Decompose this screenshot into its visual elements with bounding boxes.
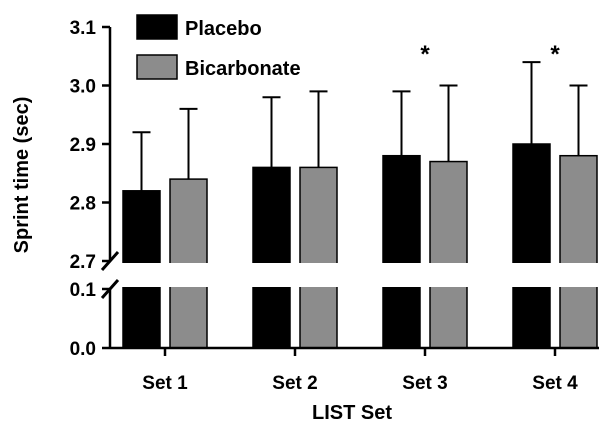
y-tick-label-3.0: 3.0 bbox=[70, 77, 96, 98]
x-tick-label-3: Set 3 bbox=[402, 373, 447, 394]
legend-swatch-placebo bbox=[136, 14, 178, 40]
x-tick-label-4: Set 4 bbox=[532, 373, 578, 394]
bar-placebo-2 bbox=[252, 166, 291, 349]
axis-break-gap bbox=[85, 263, 599, 287]
significance-marker-1: * bbox=[420, 41, 430, 68]
bar-placebo-4 bbox=[512, 143, 551, 349]
legend-label-bicarbonate: Bicarbonate bbox=[185, 58, 301, 80]
y-axis-title: Sprint time (sec) bbox=[11, 97, 33, 254]
y-tick-label-2.9: 2.9 bbox=[70, 135, 96, 156]
y-tick-label-0.1: 0.1 bbox=[70, 280, 97, 301]
significance-marker-2: * bbox=[550, 41, 560, 68]
y-tick-label-2.8: 2.8 bbox=[70, 194, 96, 215]
x-tick-label-2: Set 2 bbox=[272, 373, 317, 394]
bar-bicarbonate-3 bbox=[429, 160, 468, 349]
bars-group bbox=[85, 61, 599, 349]
x-tick-label-1: Set 1 bbox=[142, 373, 188, 394]
y-tick-label-3.1: 3.1 bbox=[70, 18, 97, 39]
legend-swatch-bicarbonate bbox=[136, 54, 178, 80]
legend-label-placebo: Placebo bbox=[185, 18, 262, 40]
x-axis-title: LIST Set bbox=[312, 402, 392, 424]
y-tick-label-0.0: 0.0 bbox=[70, 339, 96, 360]
y-tick-label-2.7: 2.7 bbox=[70, 252, 96, 273]
bar-placebo-3 bbox=[382, 154, 421, 349]
legend: Placebo Bicarbonate bbox=[136, 14, 301, 80]
bar-bicarbonate-2 bbox=[299, 166, 338, 349]
axes-group: 2.7 2.8 2.9 3.0 3.1 0.0 0.1 Set 1 Set 2 Set 3 Set … bbox=[70, 18, 599, 394]
bar-bicarbonate-4 bbox=[559, 154, 598, 349]
